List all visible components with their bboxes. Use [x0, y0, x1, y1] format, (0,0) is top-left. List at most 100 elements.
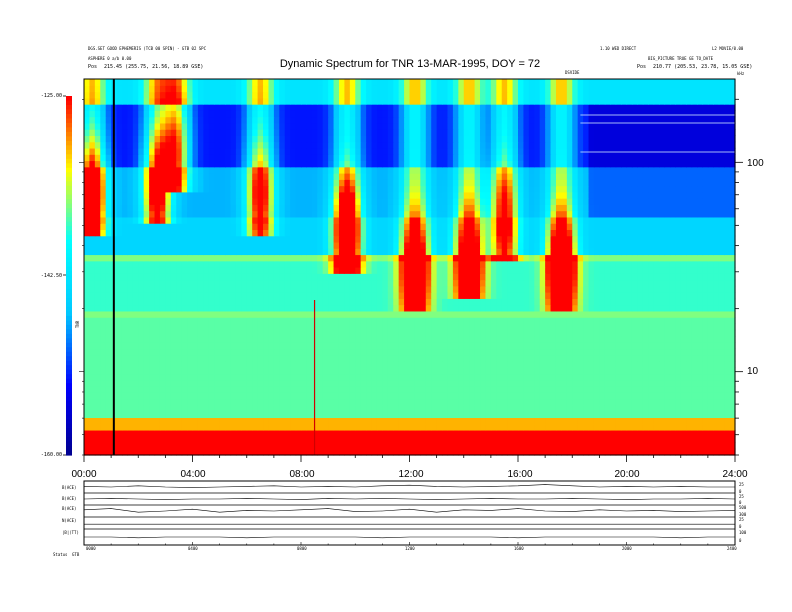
spectrum-cell [664, 386, 671, 393]
spectrum-cell [322, 417, 329, 425]
spectrum-cell [338, 442, 345, 450]
spectrum-cell [387, 298, 394, 306]
spectrum-cell [393, 260, 400, 268]
spectrum-cell [631, 223, 638, 230]
spectrum-cell [263, 436, 270, 444]
spectrum-cell [621, 379, 628, 387]
spectrum-cell [561, 323, 568, 331]
spectrum-cell [621, 323, 628, 331]
spectrum-cell [718, 354, 725, 362]
spectrum-cell [317, 279, 324, 287]
spectrum-cell [610, 323, 617, 331]
spectrum-cell [165, 279, 172, 287]
spectrum-cell [469, 386, 476, 393]
spectrum-cell [409, 229, 416, 237]
spectrum-cell [84, 304, 91, 312]
spectrum-cell [284, 204, 291, 212]
spectrum-cell [474, 285, 481, 293]
spectrum-cell [376, 279, 383, 287]
spectrum-cell [642, 423, 649, 431]
spectrum-cell [121, 292, 128, 299]
spectrum-cell [284, 241, 291, 249]
spectrum-cell [306, 361, 313, 368]
spectrum-cell [452, 235, 459, 243]
spectrum-cell [507, 329, 514, 337]
spectrum-cell [219, 191, 226, 199]
spectrum-cell [566, 317, 573, 324]
spectrum-cell [143, 436, 150, 444]
spectrum-cell [235, 223, 242, 230]
spectrum-cell [268, 285, 275, 293]
spectrum-cell [501, 335, 508, 343]
spectrum-cell [393, 204, 400, 212]
spectrum-cell [686, 323, 693, 331]
spectrum-cell [317, 323, 324, 331]
spectrum-cell [523, 216, 530, 224]
spectrum-cell [420, 423, 427, 431]
spectrum-cell [588, 348, 595, 356]
spectrum-cell [398, 411, 405, 418]
spectrum-cell [631, 204, 638, 212]
spectrum-cell [610, 279, 617, 287]
spectrum-cell [702, 411, 709, 418]
spectrum-cell [170, 379, 177, 387]
spectrum-cell [724, 417, 731, 425]
spectrum-cell [664, 367, 671, 375]
spectrum-cell [697, 373, 704, 381]
spectrum-cell [577, 342, 584, 350]
spectrum-cell [425, 367, 432, 375]
spectrum-cell [366, 229, 373, 237]
spectrum-cell [235, 273, 242, 281]
spectrum-cell [170, 285, 177, 293]
spectrum-cell [143, 386, 150, 393]
spectrum-cell [149, 367, 156, 375]
spectrum-cell [393, 411, 400, 418]
spectrum-cell [241, 260, 248, 268]
spectrum-cell [604, 254, 611, 262]
spectrum-cell [176, 342, 183, 350]
spectrum-cell [490, 329, 497, 337]
spectrum-cell [263, 342, 270, 350]
spectrum-cell [132, 342, 139, 350]
spectrum-cell [642, 298, 649, 306]
spectrum-cell [230, 373, 237, 381]
spectrum-cell [154, 210, 161, 218]
spectrum-cell [496, 379, 503, 387]
spectrum-cell [572, 204, 579, 212]
spectrum-cell [376, 323, 383, 331]
spectrum-cell [442, 248, 449, 256]
spectrum-cell [626, 310, 633, 318]
spectrum-cell [458, 216, 465, 224]
spectrum-cell [121, 279, 128, 287]
spectrum-cell [436, 417, 443, 425]
spectrum-cell [252, 254, 259, 262]
spectrum-cell [528, 216, 535, 224]
spectrum-cell [507, 342, 514, 350]
spectrum-cell [165, 285, 172, 293]
spectrum-cell [203, 279, 210, 287]
spectrum-cell [555, 448, 562, 456]
spectrum-cell [436, 411, 443, 418]
spectrum-cell [458, 260, 465, 268]
spectrum-cell [366, 448, 373, 456]
spectrum-cell [550, 285, 557, 293]
spectrum-cell [501, 285, 508, 293]
spectrum-cell [691, 248, 698, 256]
spectrum-cell [675, 379, 682, 387]
spectrum-cell [225, 386, 232, 393]
spectrum-cell [425, 267, 432, 274]
spectrum-cell [599, 354, 606, 362]
panel-row-label: N(ACE) [62, 518, 77, 523]
spectrum-cell [100, 260, 107, 268]
spectrum-cell [208, 373, 215, 381]
spectrum-cell [230, 229, 237, 237]
spectrum-cell [691, 442, 698, 450]
spectrum-cell [268, 241, 275, 249]
spectrum-cell [257, 273, 264, 281]
spectrum-cell [290, 429, 297, 437]
spectrum-cell [393, 335, 400, 343]
spectrum-cell [208, 417, 215, 425]
spectrum-cell [84, 292, 91, 299]
spectrum-cell [176, 210, 183, 218]
spectrum-cell [729, 210, 736, 218]
